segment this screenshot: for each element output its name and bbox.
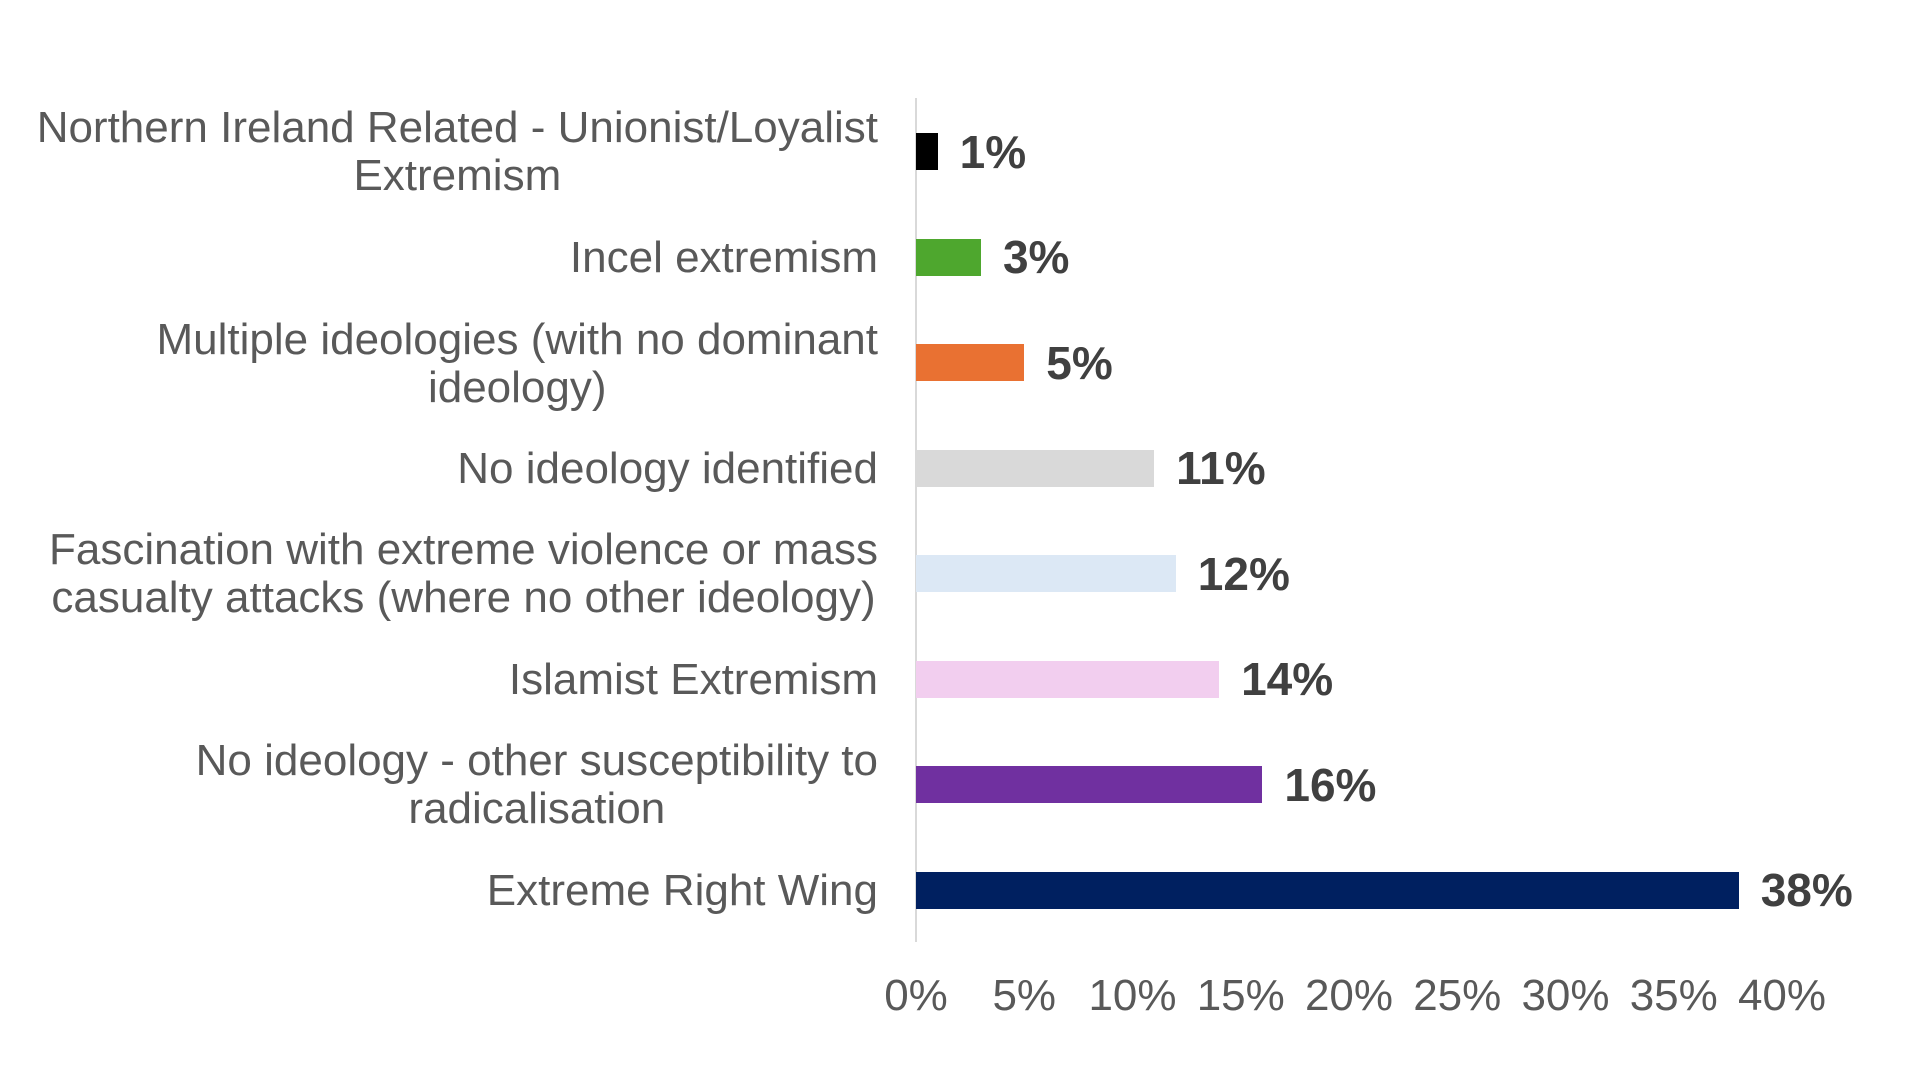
category-label-line: Islamist Extremism xyxy=(508,655,878,704)
x-tick-label: 40% xyxy=(1737,971,1827,1020)
value-label: 16% xyxy=(1284,758,1377,811)
category-label: No ideology - other susceptibility to rad… xyxy=(0,735,878,835)
bar xyxy=(916,238,981,276)
value-label: 12% xyxy=(1197,547,1290,600)
x-tick-label: 15% xyxy=(1196,971,1285,1020)
bar xyxy=(916,660,1220,698)
bar xyxy=(916,871,1739,909)
category-label-line: radicalisation xyxy=(408,784,666,833)
category-label-line: No ideology identified xyxy=(457,444,878,493)
bar xyxy=(916,555,1176,592)
category-label: No ideology identified xyxy=(0,419,878,519)
bar xyxy=(916,344,1025,381)
x-tick-label: 20% xyxy=(1304,971,1394,1020)
category-label: Incel extremism xyxy=(0,208,878,308)
category-label-line: casualty attacks (where no other ideolog… xyxy=(51,573,876,622)
x-tick-label: 5% xyxy=(992,971,1057,1020)
category-label-line: Extremism xyxy=(353,151,562,200)
category-label-line: Northern Ireland Related - Unionist/Loya… xyxy=(36,103,878,152)
value-label: 38% xyxy=(1760,864,1853,916)
x-tick-label: 0% xyxy=(884,971,948,1020)
value-label: 3% xyxy=(1002,231,1070,283)
category-label-line: Multiple ideologies (with no dominant xyxy=(156,315,878,364)
category-label-line: Incel extremism xyxy=(569,233,878,282)
x-tick-label: 30% xyxy=(1521,971,1610,1020)
category-label-line: ideology) xyxy=(427,363,607,412)
category-label-line: No ideology - other susceptibility to xyxy=(195,736,878,785)
category-label: Islamist Extremism xyxy=(0,630,878,730)
value-label: 5% xyxy=(1046,336,1113,389)
category-label: Multiple ideologies (with no dominant ide… xyxy=(0,314,878,414)
x-tick-label: 10% xyxy=(1088,971,1177,1020)
bar xyxy=(916,766,1263,803)
value-label: 14% xyxy=(1241,653,1334,705)
value-label: 1% xyxy=(959,125,1027,178)
category-label-line: Extreme Right Wing xyxy=(486,866,878,915)
category-axis-line xyxy=(915,98,917,942)
bar xyxy=(916,133,938,170)
category-label-line: Fascination with extreme violence or mas… xyxy=(49,525,878,574)
bar xyxy=(916,449,1155,487)
value-label: 11% xyxy=(1176,442,1266,494)
category-label: Fascination with extreme violence or mas… xyxy=(0,524,878,624)
category-label: Northern Ireland Related - Unionist/Loya… xyxy=(0,102,878,202)
category-label: Extreme Right Wing xyxy=(0,841,878,941)
x-tick-label: 35% xyxy=(1629,971,1718,1020)
x-tick-label: 25% xyxy=(1413,971,1502,1020)
